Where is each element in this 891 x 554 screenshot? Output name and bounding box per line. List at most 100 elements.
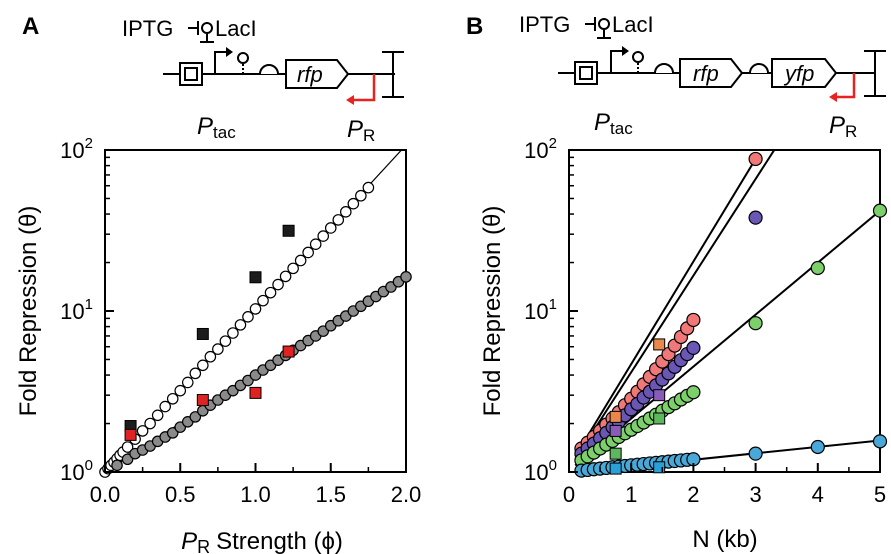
construct-b-terminator-icon <box>632 51 644 63</box>
data-point-circle <box>166 392 179 405</box>
construct-b-repressor: LacI <box>612 12 654 37</box>
data-point-circle <box>234 319 247 331</box>
data-point-square <box>196 327 209 340</box>
data-point-square <box>653 389 666 402</box>
chart-a-y-axis-title: Fold Repression (θ) <box>15 206 42 417</box>
y-tick-label: 100 <box>60 457 93 485</box>
construct-a-inducer: IPTG <box>122 16 173 41</box>
data-point-circle <box>121 441 134 453</box>
fit-line <box>574 158 757 457</box>
chart-b-y-ticks: 100 101 102 <box>524 135 578 485</box>
data-point-circle <box>264 286 277 299</box>
data-point-circle <box>144 417 156 430</box>
chart-a-marks <box>99 181 412 478</box>
y-tick-label: 102 <box>524 135 557 163</box>
data-point-circle <box>219 335 232 347</box>
construct-b-pr: PR <box>829 112 857 141</box>
construct-b-end-terminator-icon <box>864 50 886 97</box>
x-tick-label: 0 <box>563 482 575 507</box>
construct-b-antisense-arrow-icon <box>835 73 856 99</box>
data-point-circle <box>287 262 299 275</box>
construct-a-antisense-arrow-icon <box>352 74 376 102</box>
y-tick-label: 101 <box>524 296 557 324</box>
data-point-circle <box>181 376 194 389</box>
data-point-circle <box>249 303 262 315</box>
data-point-circle <box>810 439 825 455</box>
data-point-circle <box>400 271 412 283</box>
data-point-circle <box>317 230 330 242</box>
x-tick-label: 3 <box>749 482 761 507</box>
data-point-square <box>609 462 622 475</box>
chart-b: 100 101 102 0 1 2 3 4 5 Fold Repression (θ) N (… <box>479 135 888 553</box>
x-tick-label: 1.5 <box>315 482 346 507</box>
construct-b-promoter-arrow-icon <box>610 50 624 73</box>
construct-a-end-terminator-icon <box>382 51 404 98</box>
panel-letter-a: A <box>22 13 39 40</box>
data-point-square <box>282 345 295 358</box>
data-point-square <box>653 461 666 474</box>
x-tick-label: 2.0 <box>391 482 422 507</box>
x-tick-label: 1.0 <box>240 482 271 507</box>
data-point-circle <box>166 427 179 439</box>
y-tick-label: 102 <box>60 135 93 163</box>
construct-a-ptac: Ptac <box>197 113 236 142</box>
construct-a: IPTG LacI rfp Ptac PR <box>122 16 404 145</box>
construct-b-inhibition-icon <box>585 17 611 39</box>
construct-b-rbs1-icon <box>654 63 674 74</box>
fit-line <box>574 150 776 460</box>
data-point-circle <box>189 367 202 380</box>
fit-line <box>574 209 880 467</box>
data-point-circle <box>197 359 209 372</box>
y-tick-label: 101 <box>60 296 93 324</box>
construct-a-promoter-arrow-icon <box>214 51 228 74</box>
construct-a-pr: PR <box>347 116 375 145</box>
data-point-circle <box>324 222 337 234</box>
data-point-circle <box>204 350 217 363</box>
data-point-circle <box>339 206 352 218</box>
data-point-square <box>653 338 666 351</box>
data-point-circle <box>279 270 292 283</box>
data-point-circle <box>872 203 888 218</box>
data-point-circle <box>355 189 367 202</box>
construct-a-gene-rfp-icon <box>285 59 350 89</box>
y-tick-label: 100 <box>524 457 557 485</box>
construct-b-ptac: Ptac <box>594 109 633 138</box>
data-point-circle <box>174 384 187 397</box>
data-point-square <box>653 412 666 425</box>
panel-letter-b: B <box>466 13 483 40</box>
data-point-circle <box>294 254 307 267</box>
data-point-circle <box>347 197 360 210</box>
construct-b-rbs2-icon <box>749 63 769 74</box>
data-point-circle <box>189 411 202 423</box>
x-tick-label: 5 <box>874 482 886 507</box>
data-point-circle <box>272 278 284 291</box>
data-point-circle <box>686 312 701 328</box>
data-point-circle <box>111 459 123 472</box>
construct-b: IPTG LacI rfp yfp Ptac PR <box>519 12 886 141</box>
chart-a-x-axis-title: PR Strength (ϕ) <box>181 528 343 554</box>
data-point-square <box>609 447 622 460</box>
data-point-circle <box>810 260 825 276</box>
x-tick-label: 0.0 <box>90 482 121 507</box>
chart-b-x-ticks: 0 1 2 3 4 5 <box>563 463 886 507</box>
chart-a-x-ticks: 0.0 0.5 1.0 1.5 2.0 <box>90 463 422 507</box>
data-point-circle <box>242 311 254 323</box>
construct-b-gene-yfp-icon <box>771 58 838 88</box>
x-tick-label: 0.5 <box>165 482 196 507</box>
data-point-square <box>249 271 262 284</box>
construct-a-repressor: LacI <box>215 16 257 41</box>
x-tick-label: 2 <box>687 482 699 507</box>
x-tick-label: 1 <box>625 482 637 507</box>
chart-a: 100 101 102 0.0 0.5 1.0 1.5 2.0 Fold Repressio… <box>15 135 421 554</box>
construct-a-inhibition-icon <box>188 21 214 43</box>
data-point-square <box>196 394 209 407</box>
data-point-circle <box>748 446 763 461</box>
data-point-circle <box>302 246 314 259</box>
data-point-circle <box>686 385 701 400</box>
data-point-circle <box>309 238 322 250</box>
data-point-square <box>609 410 622 423</box>
construct-b-gene-rfp-icon <box>679 58 744 88</box>
data-point-circle <box>227 327 239 339</box>
data-point-circle <box>159 400 171 413</box>
chart-b-marks <box>574 151 888 478</box>
